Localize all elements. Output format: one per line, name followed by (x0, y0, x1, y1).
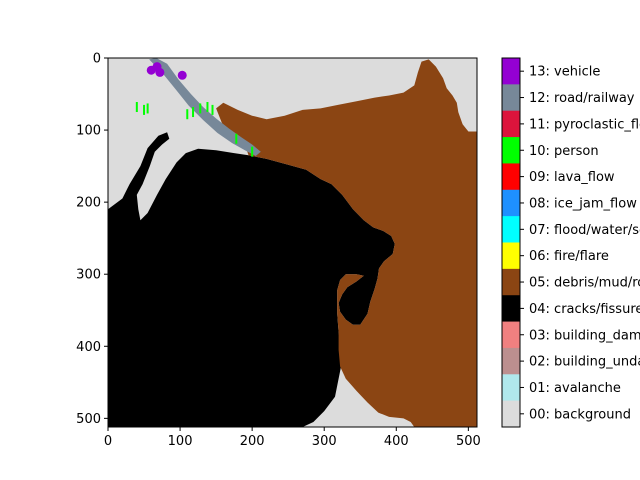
mask-markers (135, 62, 254, 157)
x-tick-label: 100 (168, 434, 193, 449)
marker-person (206, 102, 209, 113)
colorbar-label: 05: debris/mud/rock (529, 276, 640, 291)
colorbar-swatch-avalanche (502, 374, 520, 402)
colorbar-swatch-flood-water-sea (502, 216, 520, 243)
colorbar-swatch-background (502, 400, 520, 428)
marker-person (146, 103, 149, 114)
marker-person (211, 104, 214, 115)
colorbar-swatch-vehicle (502, 58, 520, 85)
colorbar-swatch-road-railway (502, 84, 520, 112)
colorbar-label: 06: fire/flare (529, 249, 609, 264)
colorbar-label: 08: ice_jam_flow (529, 196, 637, 211)
colorbar-label: 07: flood/water/sea (529, 223, 640, 238)
colorbar-swatch-ice-jam-flow (502, 189, 520, 217)
x-axis: 0 100 200 300 400 500 (104, 427, 481, 449)
colorbar-label: 03: building_damaged (529, 328, 640, 343)
marker-person (135, 102, 138, 113)
mask-regions (108, 58, 477, 427)
colorbar-swatch-building-undamaged (502, 347, 520, 375)
y-tick-label: 100 (76, 124, 101, 139)
y-tick-label: 300 (76, 268, 101, 283)
x-tick-label: 200 (240, 434, 265, 449)
marker-person (192, 107, 195, 118)
plot-area (107, 57, 478, 428)
colorbar-label: 02: building_undamaged (529, 355, 640, 370)
region-road-railway (149, 58, 261, 156)
colorbar-swatch-building-damaged (502, 321, 520, 349)
marker-person (235, 133, 238, 144)
region-debris-mud-rock (216, 59, 477, 427)
marker-vehicle (155, 67, 165, 77)
y-tick-label: 500 (76, 412, 101, 427)
colorbar-label: 09: lava_flow (529, 170, 615, 185)
colorbar-label: 12: road/railway (529, 91, 635, 106)
x-tick-label: 400 (384, 434, 409, 449)
y-tick-label: 200 (76, 196, 101, 211)
colorbar-label: 00: background (529, 407, 631, 422)
colorbar-label: 11: pyroclastic_flow (529, 117, 640, 132)
x-tick-label: 300 (312, 434, 337, 449)
plot-frame (107, 57, 478, 428)
y-tick-label: 400 (76, 340, 101, 355)
colorbar-swatch-cracks-fissure (502, 295, 520, 323)
colorbar-label: 10: person (529, 144, 599, 159)
colorbar-frame (501, 57, 521, 428)
marker-vehicle (177, 70, 187, 80)
x-tick-label: 0 (104, 434, 112, 449)
region-cracks-fissure (108, 132, 395, 427)
marker-person (199, 103, 202, 114)
y-tick-label: 0 (93, 52, 101, 67)
colorbar-swatch-pyroclastic-flow (502, 110, 520, 138)
x-tick-label: 500 (456, 434, 481, 449)
y-axis: 0 100 200 300 400 500 (76, 52, 108, 427)
marker-person (186, 109, 189, 120)
colorbar-swatch-person (502, 137, 520, 164)
colorbar-swatch-lava-flow (502, 163, 520, 191)
colorbar-label: 13: vehicle (529, 65, 600, 80)
marker-person (251, 146, 254, 157)
marker-person (143, 104, 146, 115)
colorbar-label: 01: avalanche (529, 381, 621, 396)
colorbar-label: 04: cracks/fissure (529, 302, 640, 317)
colorbar-swatch-fire-flare (502, 242, 520, 270)
colorbar: 13: vehicle 12: road/railway 11: pyroclast… (501, 57, 640, 428)
colorbar-swatch-debris-mud-rock (502, 268, 520, 296)
